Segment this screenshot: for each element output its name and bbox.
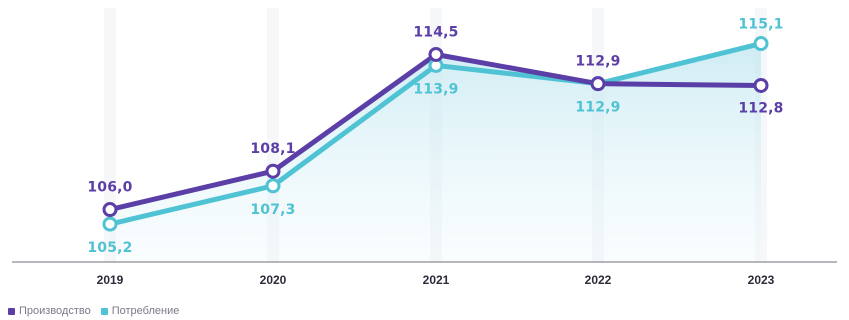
legend-label-consumption: Потребление bbox=[111, 305, 180, 317]
legend: Производство Потребление bbox=[8, 304, 189, 318]
data-label-production: 108,1 bbox=[250, 141, 295, 157]
x-tick-label: 2020 bbox=[260, 273, 287, 287]
data-point-consumption-2019 bbox=[102, 216, 118, 232]
legend-item-production: Производство bbox=[8, 305, 91, 317]
data-point-production-2022 bbox=[590, 76, 606, 92]
x-tick-label: 2023 bbox=[748, 273, 775, 287]
data-label-production: 112,9 bbox=[575, 54, 620, 70]
data-label-consumption: 115,1 bbox=[738, 17, 783, 33]
x-tick-label: 2019 bbox=[97, 273, 124, 287]
column-band-2019 bbox=[104, 8, 116, 262]
legend-swatch-production bbox=[8, 307, 15, 315]
legend-item-consumption: Потребление bbox=[100, 305, 180, 317]
data-label-consumption: 105,2 bbox=[87, 240, 132, 256]
x-tick-label: 2021 bbox=[423, 273, 450, 287]
data-label-consumption: 113,9 bbox=[413, 81, 458, 97]
data-point-consumption-2020 bbox=[265, 178, 281, 194]
data-label-consumption: 112,9 bbox=[575, 100, 620, 116]
data-label-production: 106,0 bbox=[87, 180, 132, 196]
data-labels: 106,0 108,1 114,5 112,9 112,8 105,2 107,3 113,9… bbox=[87, 17, 783, 257]
legend-label-production: Производство bbox=[19, 305, 91, 317]
x-axis-ticks: 2019 2020 2021 2022 2023 bbox=[97, 273, 775, 287]
data-point-production-2020 bbox=[265, 163, 281, 179]
line-chart: 2019 2020 2021 2022 2023 106,0 108,1 114,5 112,… bbox=[12, 8, 837, 287]
data-label-consumption: 107,3 bbox=[250, 202, 295, 218]
legend-swatch-consumption bbox=[100, 307, 108, 315]
data-point-consumption-2023 bbox=[753, 36, 769, 52]
series-points bbox=[102, 36, 769, 232]
area-fill bbox=[110, 43, 761, 263]
data-point-production-2021 bbox=[428, 46, 444, 62]
data-label-production: 112,8 bbox=[738, 100, 783, 116]
data-label-production: 114,5 bbox=[413, 24, 458, 40]
x-tick-label: 2022 bbox=[585, 273, 612, 287]
data-point-production-2019 bbox=[102, 202, 118, 218]
data-point-production-2023 bbox=[753, 77, 769, 93]
